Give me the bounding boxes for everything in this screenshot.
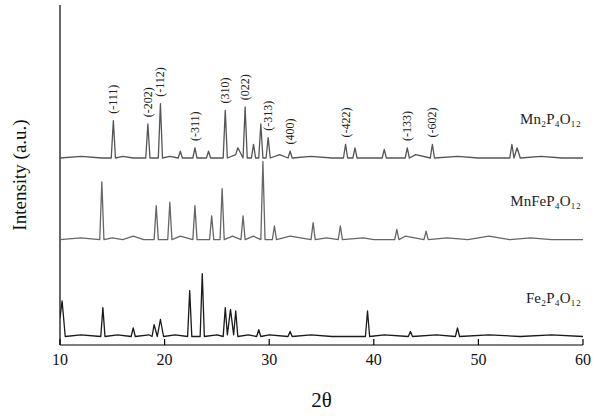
series-label: MnFeP₄O₁₂: [510, 193, 581, 209]
x-tick: [582, 339, 583, 345]
x-tick: [164, 339, 165, 345]
y-axis-title: Intensity (a.u.): [9, 119, 31, 230]
series-label: Fe₂P₄O₁₂: [526, 290, 581, 306]
peak-label: (022): [238, 74, 252, 100]
x-tick-label: 30: [261, 351, 277, 368]
x-tick-label: 40: [366, 351, 382, 368]
peak-label: (-422): [339, 108, 353, 138]
x-tick-label: 60: [575, 351, 591, 368]
x-axis-title: 2θ: [311, 388, 332, 412]
x-tick-label: 10: [52, 351, 68, 368]
peak-label: (-112): [153, 67, 167, 97]
x-tick-label: 50: [470, 351, 486, 368]
peak-label: (-133): [400, 111, 414, 141]
series-label: Mn₂P₄O₁₂: [520, 111, 581, 127]
series-line: [60, 274, 583, 337]
peak-label: (-313): [261, 101, 275, 131]
series-line: [60, 104, 583, 158]
peak-label: (310): [218, 78, 232, 104]
peak-label: (-602): [425, 108, 439, 138]
chart: 10 20 30 40 50 60 2θ Intensity (a.u.) Mn₂P₄O₁₂ Mn…: [0, 0, 598, 417]
x-tick: [478, 339, 479, 345]
peak-label: (-111): [106, 85, 120, 114]
plot-area: [60, 104, 583, 337]
x-tick-label: 20: [157, 351, 173, 368]
peak-label: (400): [283, 118, 297, 144]
x-tick: [269, 339, 270, 345]
x-tick: [59, 339, 60, 345]
x-tick: [373, 339, 374, 345]
series-line: [60, 161, 583, 239]
y-axis-line: [59, 5, 60, 345]
x-axis-line: [60, 344, 583, 345]
peak-label: (-311): [188, 111, 202, 141]
